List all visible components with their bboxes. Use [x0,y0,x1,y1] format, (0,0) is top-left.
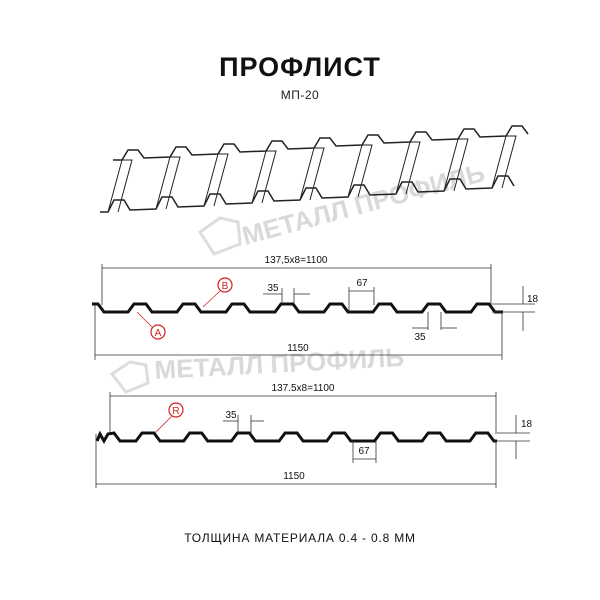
sheet-edge [100,175,515,213]
sheet-rib [395,141,421,195]
marker-a-label: A [155,328,162,339]
marker-r-label: R [172,406,179,417]
material-thickness-note: ТОЛЩИНА МАТЕРИАЛА 0.4 - 0.8 ММ [184,531,416,545]
sheet-rib [443,138,469,192]
profile-drawing-1: 137,5x8=1100 1150 35 67 35 18 [92,255,539,360]
pitch-label: 137,5x8=1100 [265,255,328,266]
sheet-rib [491,135,517,189]
top-width-label: 35 [267,283,279,294]
top-width-label: 35 [225,410,237,421]
watermark-text: МЕТАЛЛ ПРОФИЛЬ [239,157,488,251]
marker-b-label: B [222,281,229,292]
marker-a [150,324,166,340]
sheet-rib [203,153,229,207]
sheet-edge [113,125,529,161]
sheet-rib [251,150,277,204]
height-label: 18 [527,294,539,305]
sheet-3d-view [100,125,529,213]
sheet-rib [299,147,325,201]
watermark-1: МЕТАЛЛ ПРОФИЛЬ [197,157,488,256]
profile-line [92,302,503,314]
watermark-logo-icon [109,360,150,394]
sheet-rib [107,159,133,213]
profile-line [95,430,497,445]
page-subtitle: МП-20 [280,88,320,102]
valley-width-label: 67 [356,278,368,289]
watermark-2: МЕТАЛЛ ПРОФИЛЬ [109,342,405,394]
pitch-label: 137.5x8=1100 [272,383,335,394]
page-title: ПРОФЛИСТ [219,52,381,82]
marker-r [168,402,184,418]
total-label: 1150 [287,343,309,354]
total-label: 1150 [283,471,305,482]
sheet-rib [155,156,181,210]
sheet-rib [347,144,373,198]
watermark-text: МЕТАЛЛ ПРОФИЛЬ [154,342,405,385]
profile-drawing-2: 137.5x8=1100 1150 35 67 18 R [95,383,533,488]
height-label: 18 [521,419,533,430]
marker-b [217,277,233,293]
bottom-width-label: 35 [414,332,426,343]
watermark-logo-icon [197,216,242,256]
valley-width-label: 67 [358,446,370,457]
